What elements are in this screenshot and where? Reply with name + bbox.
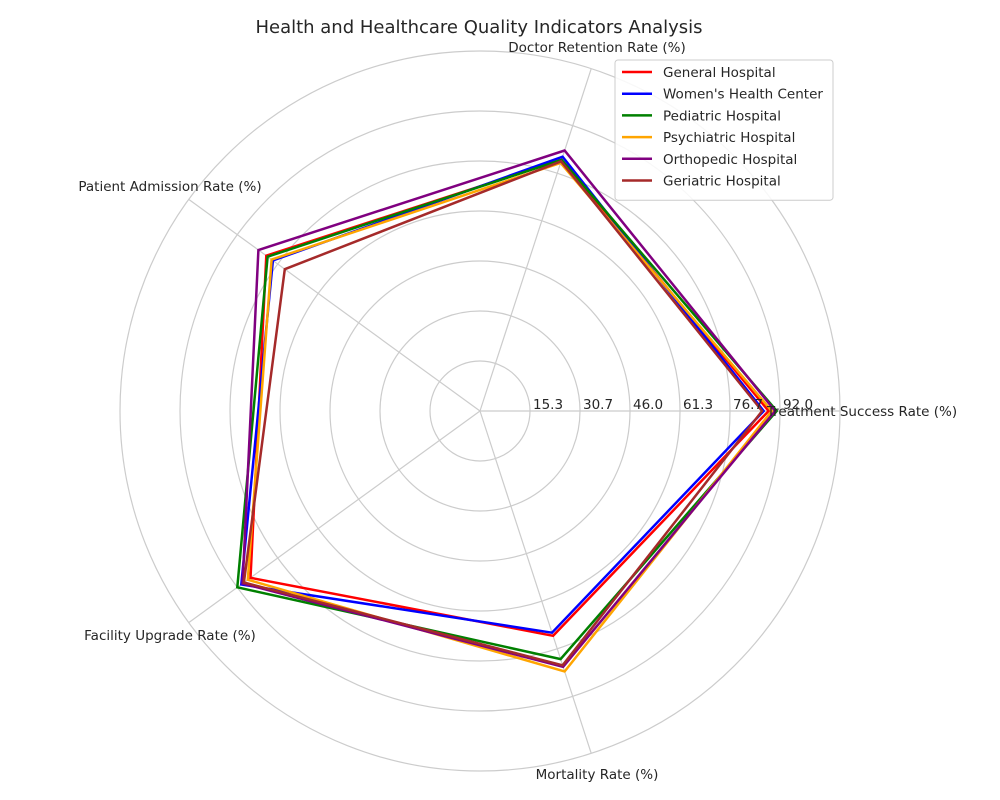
series-layer: [235, 149, 779, 673]
axis-label: Patient Admission Rate (%): [78, 179, 261, 195]
chart-title: Health and Healthcare Quality Indicators…: [255, 17, 702, 38]
legend-entry: Women's Health Center: [663, 87, 823, 103]
axis-spoke: [479, 68, 592, 412]
r-tick-label: 76.7: [733, 397, 763, 413]
axis-label: Mortality Rate (%): [536, 767, 659, 783]
legend-entry: General Hospital: [663, 65, 776, 81]
legend-entry: Geriatric Hospital: [663, 174, 781, 190]
series-polygon: [241, 149, 777, 669]
r-tick-label: 61.3: [683, 397, 713, 413]
legend: General Hospital Women's Health Center Ped…: [614, 59, 834, 201]
series-polygon: [246, 161, 774, 673]
r-tick-label: 46.0: [633, 397, 663, 413]
series-polygon: [242, 159, 764, 667]
legend-entry: Psychiatric Hospital: [663, 130, 795, 146]
legend-entry: Orthopedic Hospital: [663, 152, 797, 168]
r-tick-label: 92.0: [783, 397, 813, 413]
axis-label: Treatment Success Rate (%): [766, 404, 957, 420]
legend-entry: Pediatric Hospital: [663, 108, 781, 124]
axis-spoke: [479, 410, 592, 754]
grid-layer: [119, 50, 841, 772]
axis-label: Facility Upgrade Rate (%): [84, 628, 256, 644]
axis-label: Doctor Retention Rate (%): [508, 40, 685, 56]
series-polygon: [235, 158, 779, 661]
series-polygon: [239, 155, 766, 635]
r-tick-label: 30.7: [583, 397, 613, 413]
axis-spoke: [188, 198, 481, 412]
legend-frame: [614, 59, 834, 201]
r-tick-label: 15.3: [533, 397, 563, 413]
